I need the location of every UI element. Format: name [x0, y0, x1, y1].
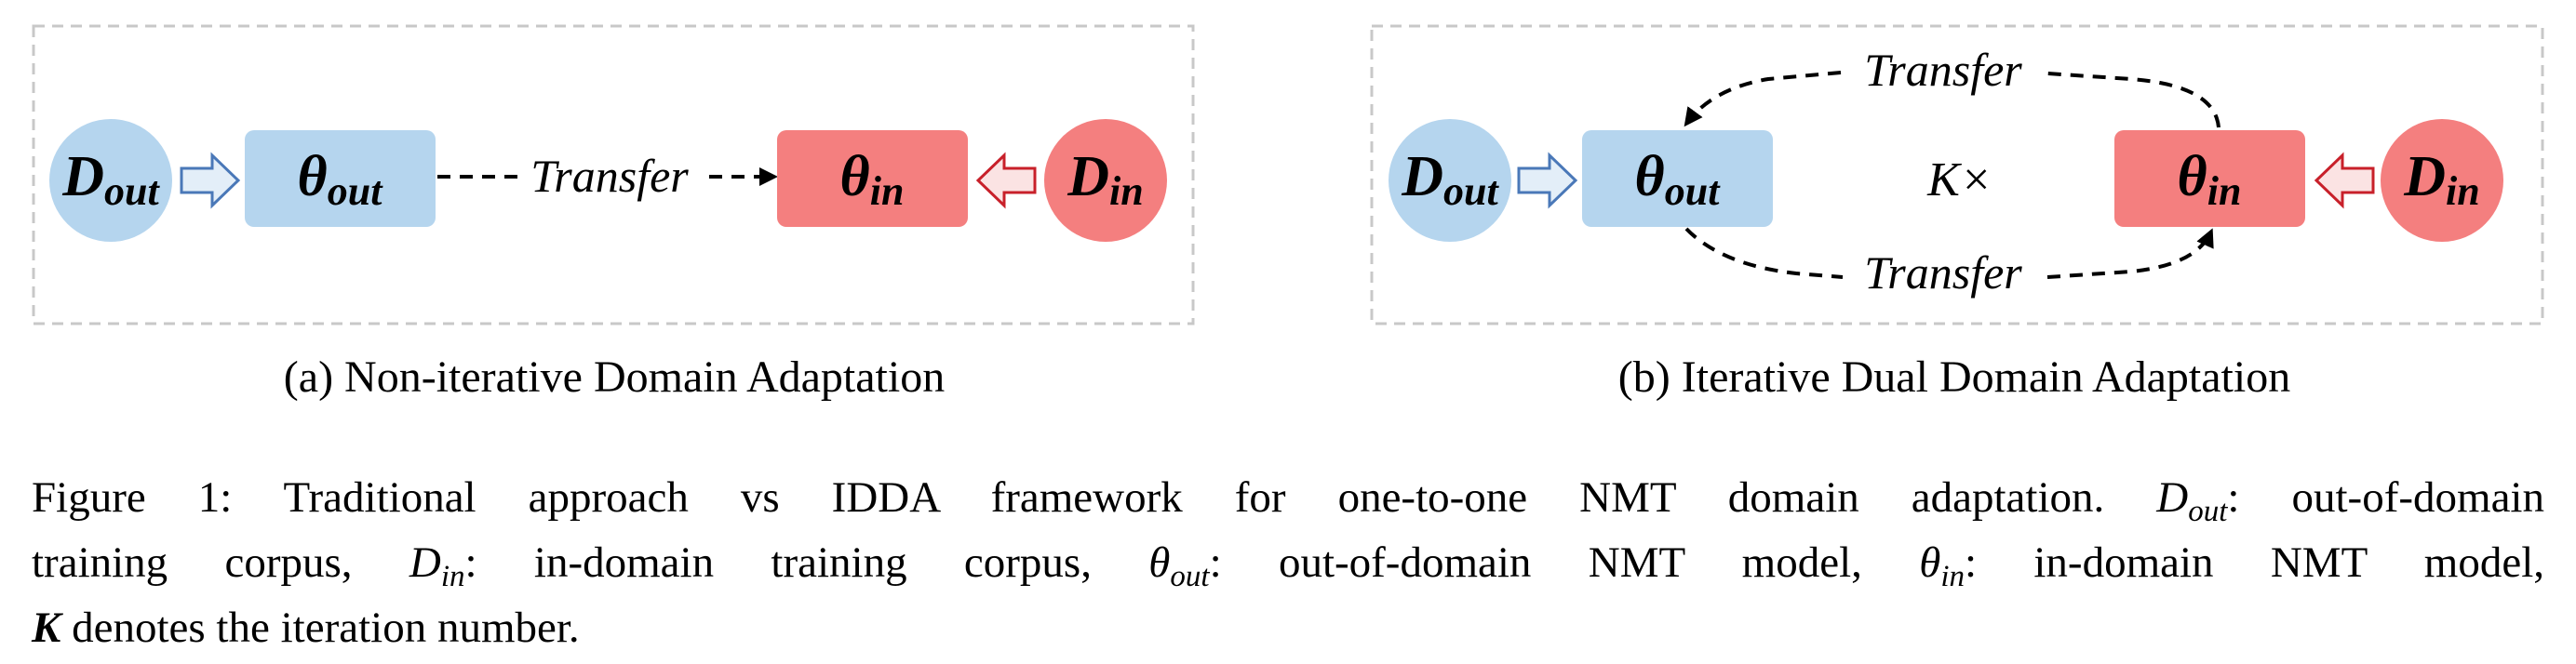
panel-a-transfer-label: Transfer [530, 150, 689, 202]
panel-b: Dout θout K× θin Din Transfer Transfer [1370, 24, 2544, 325]
panel-b-top-transfer-edge-right [2046, 72, 2220, 128]
panel-a-blue-arrow [180, 152, 241, 209]
panel-b-d-in-node [2381, 119, 2503, 242]
caption-d-in-symbol: Din [409, 538, 465, 593]
panel-a-theta-out-label: θout [298, 145, 384, 214]
panel-b-d-out-label: Dout [1401, 145, 1499, 214]
panel-b-theta-out-node [1582, 130, 1773, 227]
panel-a-theta-in-label: θin [840, 145, 905, 214]
panel-a-theta-in-node [777, 130, 968, 227]
panel-b-caption: (b) Iterative Dual Domain Adaptation [1617, 352, 2291, 402]
panel-b-frame [1370, 24, 2544, 325]
panel-a-d-in-node [1044, 119, 1167, 242]
caption-lead: Figure 1: Traditional approach vs IDDA f… [32, 473, 2105, 522]
panel-a-caption: (a) Non-iterative Domain Adaptation [283, 352, 946, 402]
caption-theta-in-symbol: θin [1919, 538, 1965, 593]
panel-a-d-out-label: Dout [61, 145, 160, 214]
panel-b-top-transfer-edge-left [1684, 71, 1842, 127]
panel-b-theta-in-label: θin [2178, 145, 2242, 214]
panel-b-iteration-label: K× [1926, 153, 1992, 206]
panel-a-theta-out-node [245, 130, 436, 227]
panel-a-frame [32, 24, 1195, 325]
panel-b-blue-arrow [1517, 152, 1578, 209]
caption-d-out-def: : out-of-domain [2227, 473, 2544, 522]
panel-a-d-out-node [49, 119, 172, 242]
caption-line-1: Figure 1: Traditional approach vs IDDA f… [32, 465, 2544, 530]
panel-b-top-transfer-label: Transfer [1864, 44, 2022, 96]
panel-b-d-in-label: Din [2403, 145, 2479, 214]
panel-a-d-in-label: Din [1067, 145, 1143, 214]
panel-a-red-arrow [975, 152, 1037, 209]
caption-line-2: training corpus, Din: in-domain training… [32, 538, 2545, 593]
caption-k-symbol: K [32, 604, 61, 652]
panel-b-bottom-transfer-edge-left [1684, 227, 1844, 279]
panel-b-bottom-transfer-edge-right [2046, 228, 2214, 279]
caption-d-out-symbol: Dout [2156, 473, 2228, 528]
figure-caption: Figure 1: Traditional approach vs IDDA f… [32, 465, 2544, 660]
panel-b-theta-out-label: θout [1635, 145, 1722, 214]
panel-b-red-arrow [2314, 152, 2375, 209]
caption-theta-out-symbol: θout [1148, 538, 1210, 593]
panel-a: Dout θout Transfer θin Din [32, 24, 1195, 325]
caption-line-3: K denotes the iteration number. [32, 604, 580, 652]
panel-b-theta-in-node [2114, 130, 2305, 227]
panel-b-d-out-node [1389, 119, 1511, 242]
panel-b-bottom-transfer-label: Transfer [1864, 246, 2022, 299]
